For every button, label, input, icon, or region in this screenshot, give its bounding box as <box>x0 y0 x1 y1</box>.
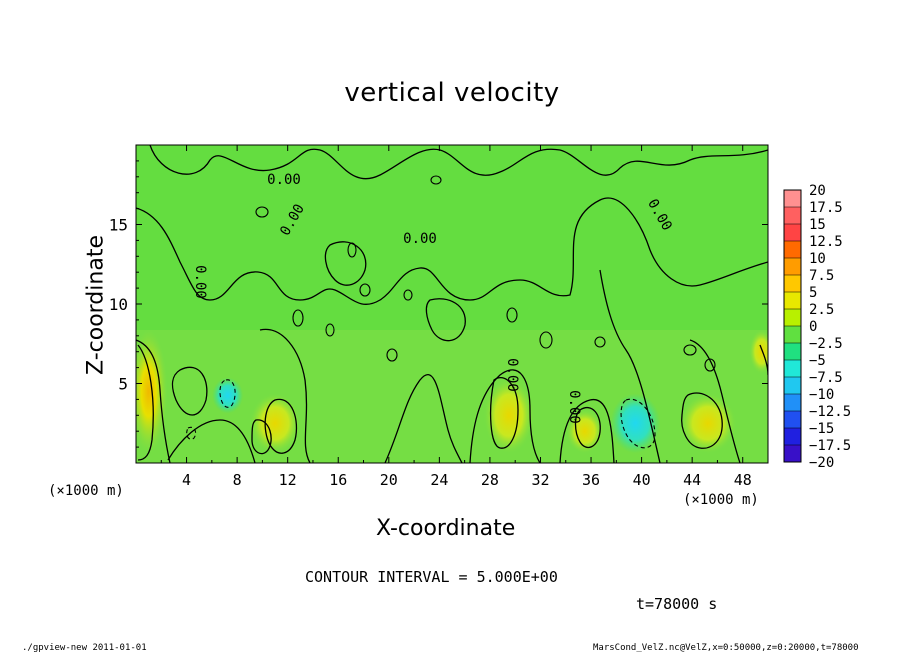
y-axis-label: Z-coordinate <box>83 235 109 375</box>
contour-interval-text: CONTOUR INTERVAL = 5.000E+00 <box>305 568 558 586</box>
colorbar-label: −10 <box>809 387 834 403</box>
contour-value-label: 0.00 <box>267 172 301 188</box>
colorbar-swatch <box>784 411 801 428</box>
y-tick-label: 10 <box>109 295 128 314</box>
x-axis-label: X-coordinate <box>376 516 516 541</box>
colorbar-swatch <box>784 224 801 241</box>
region-updraft-45 <box>679 393 737 454</box>
colorbar-label: −12.5 <box>809 404 851 420</box>
colorbar-swatch <box>784 360 801 377</box>
contour-value-label: 0.00 <box>403 231 437 247</box>
colorbar-label: 5 <box>809 285 817 301</box>
colorbar-label: 15 <box>809 217 826 233</box>
x-unit-label-right: (×1000 m) <box>683 492 759 508</box>
region-updraft-49 <box>749 329 768 374</box>
x-tick-label: 16 <box>329 471 347 489</box>
x-tick-label: 48 <box>734 471 752 489</box>
negative-contours <box>186 379 656 449</box>
colorbar-swatch <box>784 207 801 224</box>
region-updraft-11 <box>250 393 300 454</box>
contour-value-label: 0.00 <box>192 265 208 299</box>
colorbar-swatch <box>784 394 801 411</box>
colorbar-swatch <box>784 377 801 394</box>
colorbar-label: 7.5 <box>809 268 834 284</box>
y-tick-label: 15 <box>109 216 128 235</box>
x-tick-label: 40 <box>633 471 651 489</box>
colorbar-label: −15 <box>809 421 834 437</box>
x-tick-label: 4 <box>182 471 191 489</box>
x-tick-label: 32 <box>531 471 549 489</box>
colorbar-swatch <box>784 343 801 360</box>
contour-value-label: 0.00 <box>566 390 582 424</box>
y-tick-label: 5 <box>118 375 128 394</box>
colorbar-swatch <box>784 445 801 462</box>
time-label: t=78000 s <box>636 595 718 613</box>
colorbar-swatch <box>784 241 801 258</box>
x-tick-label: 12 <box>279 471 297 489</box>
colorbar-label: −17.5 <box>809 438 851 454</box>
x-unit-label-left: (×1000 m) <box>48 483 124 499</box>
x-tick-label: 44 <box>683 471 701 489</box>
x-tick-label: 28 <box>481 471 499 489</box>
colorbar-swatch <box>784 190 801 207</box>
footer-right: MarsCond_VelZ.nc@VelZ,x=0:50000,z=0:2000… <box>593 643 859 653</box>
x-tick-label: 8 <box>233 471 242 489</box>
colorbar-swatch <box>784 326 801 343</box>
colorbar-swatch <box>784 428 801 445</box>
colorbar-swatch <box>784 292 801 309</box>
colorbar-label: −7.5 <box>809 370 843 386</box>
colorbar-swatch <box>784 258 801 275</box>
colorbar-label: 17.5 <box>809 200 843 216</box>
x-tick-label: 20 <box>380 471 398 489</box>
contour-lines <box>136 145 768 463</box>
small-contours <box>255 175 716 372</box>
colorbar-label: −5 <box>809 353 826 369</box>
footer-left: ./gpview-new 2011-01-01 <box>22 643 147 653</box>
colorbar-label: 0 <box>809 319 817 335</box>
contour-value-label: 0.00 <box>504 358 520 392</box>
region-updraft-29 <box>483 377 534 454</box>
colorbar-label: 10 <box>809 251 826 267</box>
colorbar-label: −2.5 <box>809 336 843 352</box>
field-layer <box>136 145 768 463</box>
colorbar-swatch <box>784 275 801 292</box>
colorbar-label: −20 <box>809 455 834 471</box>
region-downdraft-7 <box>212 377 244 414</box>
x-tick-label: 36 <box>582 471 600 489</box>
colorbar-label: 20 <box>809 183 826 199</box>
chart-title: vertical velocity <box>344 78 560 108</box>
colorbar-label: 2.5 <box>809 302 834 318</box>
colorbar-label: 12.5 <box>809 234 843 250</box>
x-tick-label: 24 <box>430 471 448 489</box>
colorbar-swatch <box>784 309 801 326</box>
